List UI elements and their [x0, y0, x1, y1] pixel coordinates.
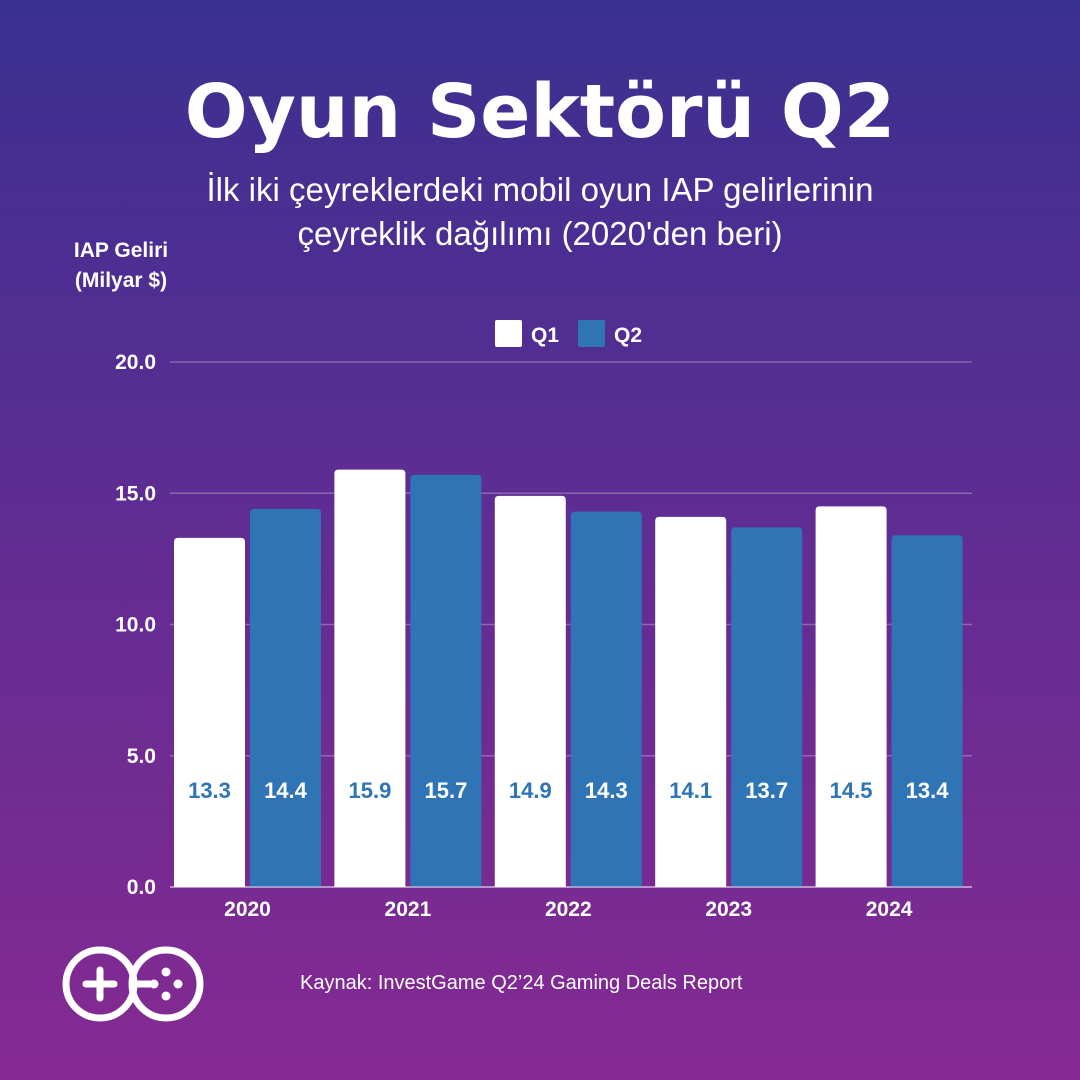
data-label: 14.4 [264, 778, 308, 803]
data-label: 14.9 [509, 778, 552, 803]
data-label: 15.7 [424, 778, 467, 803]
source-note: Kaynak: InvestGame Q2’24 Gaming Deals Re… [300, 972, 743, 994]
data-label: 14.5 [830, 778, 873, 803]
bar-q1-2022 [494, 495, 566, 887]
data-label: 15.9 [348, 778, 391, 803]
y-tick-label: 20.0 [115, 351, 156, 374]
subtitle-line-2: çeyreklik dağılımı (2020'den beri) [297, 215, 783, 252]
legend-swatch-q2 [578, 320, 605, 347]
data-label: 14.3 [585, 778, 628, 803]
data-label: 13.7 [745, 778, 788, 803]
bar-q2-2020 [250, 509, 321, 887]
bar-q1-2020 [174, 537, 245, 887]
subtitle-line-1: İlk iki çeyreklerdeki mobil oyun IAP gel… [206, 171, 874, 208]
bar-q1-2023 [655, 516, 727, 887]
x-tick-label: 2022 [545, 898, 592, 921]
bar-q2-2024 [891, 535, 963, 887]
legend-label-q1: Q1 [531, 324, 559, 347]
chart-title: Oyun Sektörü Q2 [184, 69, 896, 155]
y-axis-label: IAP Geliri (Milyar $) [48, 236, 194, 296]
bar-q2-2022 [570, 511, 642, 887]
legend-swatch-q1 [495, 320, 522, 347]
y-tick-label: 10.0 [115, 614, 156, 637]
bar-q1-2024 [815, 506, 887, 887]
chart-subtitle: İlk iki çeyreklerdeki mobil oyun IAP gel… [0, 168, 1080, 256]
y-tick-label: 5.0 [127, 745, 156, 768]
bar-q1-2021 [334, 469, 406, 887]
x-tick-label: 2023 [705, 898, 752, 921]
x-tick-label: 2020 [224, 898, 271, 921]
y-tick-label: 0.0 [127, 876, 156, 899]
x-tick-label: 2021 [385, 898, 432, 921]
legend-label-q2: Q2 [614, 324, 642, 347]
bar-q2-2021 [410, 474, 482, 887]
y-tick-label: 15.0 [115, 482, 156, 505]
gamepad-logo-icon [62, 946, 204, 1022]
y-axis-label-line-1: IAP Geliri [73, 239, 169, 262]
data-label: 14.1 [669, 778, 712, 803]
data-label: 13.4 [906, 778, 950, 803]
y-axis-label-line-2: (Milyar $) [74, 269, 168, 292]
x-tick-label: 2024 [866, 898, 913, 921]
bar-q2-2023 [731, 527, 803, 887]
data-label: 13.3 [188, 778, 231, 803]
